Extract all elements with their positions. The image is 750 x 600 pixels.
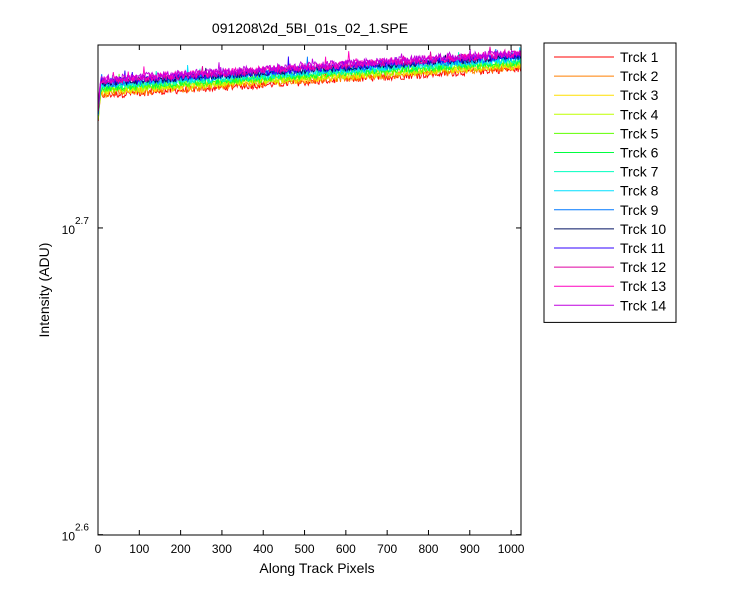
- legend-label: Trck 7: [620, 164, 659, 180]
- legend-label: Trck 5: [620, 125, 659, 141]
- x-tick-label: 200: [171, 542, 191, 556]
- legend-label: Trck 9: [620, 202, 659, 218]
- x-tick-label: 900: [460, 542, 480, 556]
- legend-label: Trck 1: [620, 49, 659, 65]
- x-tick-label: 600: [336, 542, 356, 556]
- legend-label: Trck 6: [620, 145, 659, 161]
- x-tick-label: 1000: [498, 542, 525, 556]
- y-tick-label-exponent: 2.6: [75, 523, 89, 534]
- x-tick-label: 0: [95, 542, 102, 556]
- chart-title: 091208\2d_5BI_01s_02_1.SPE: [212, 20, 408, 36]
- legend-box: [543, 42, 677, 323]
- y-tick-label-base: 10: [62, 530, 76, 544]
- x-tick-label: 700: [377, 542, 397, 556]
- legend-label: Trck 2: [620, 68, 659, 84]
- legend-label: Trck 12: [620, 259, 666, 275]
- x-tick-label: 500: [295, 542, 315, 556]
- x-axis: 0 100 200 300 400 500 600 700 800 900 1000: [95, 45, 525, 556]
- y-axis-label: Intensity (ADU): [36, 243, 52, 338]
- legend: Trck 1 Trck 2 Trck 3 Trck 4 Trck 5 Trck 6 Trck…: [543, 42, 677, 323]
- plot-frame: [97, 44, 522, 536]
- y-tick-label-exponent: 2.7: [75, 216, 89, 227]
- x-axis-label: Along Track Pixels: [259, 560, 374, 576]
- x-tick-label: 100: [129, 542, 149, 556]
- legend-label: Trck 8: [620, 183, 659, 199]
- series-lines: [98, 46, 521, 121]
- legend-label: Trck 4: [620, 106, 659, 122]
- x-tick-label: 400: [253, 542, 273, 556]
- legend-label: Trck 14: [620, 297, 666, 313]
- series-line-14: [98, 48, 521, 105]
- plot-background: [98, 45, 521, 535]
- plot-area: [97, 44, 522, 536]
- x-tick-label: 800: [418, 542, 438, 556]
- x-tick-label: 300: [212, 542, 232, 556]
- y-tick-label-base: 10: [62, 223, 76, 237]
- legend-label: Trck 3: [620, 87, 659, 103]
- legend-label: Trck 10: [620, 221, 666, 237]
- series-line-7: [98, 52, 521, 113]
- legend-label: Trck 11: [620, 240, 665, 256]
- legend-label: Trck 13: [620, 278, 666, 294]
